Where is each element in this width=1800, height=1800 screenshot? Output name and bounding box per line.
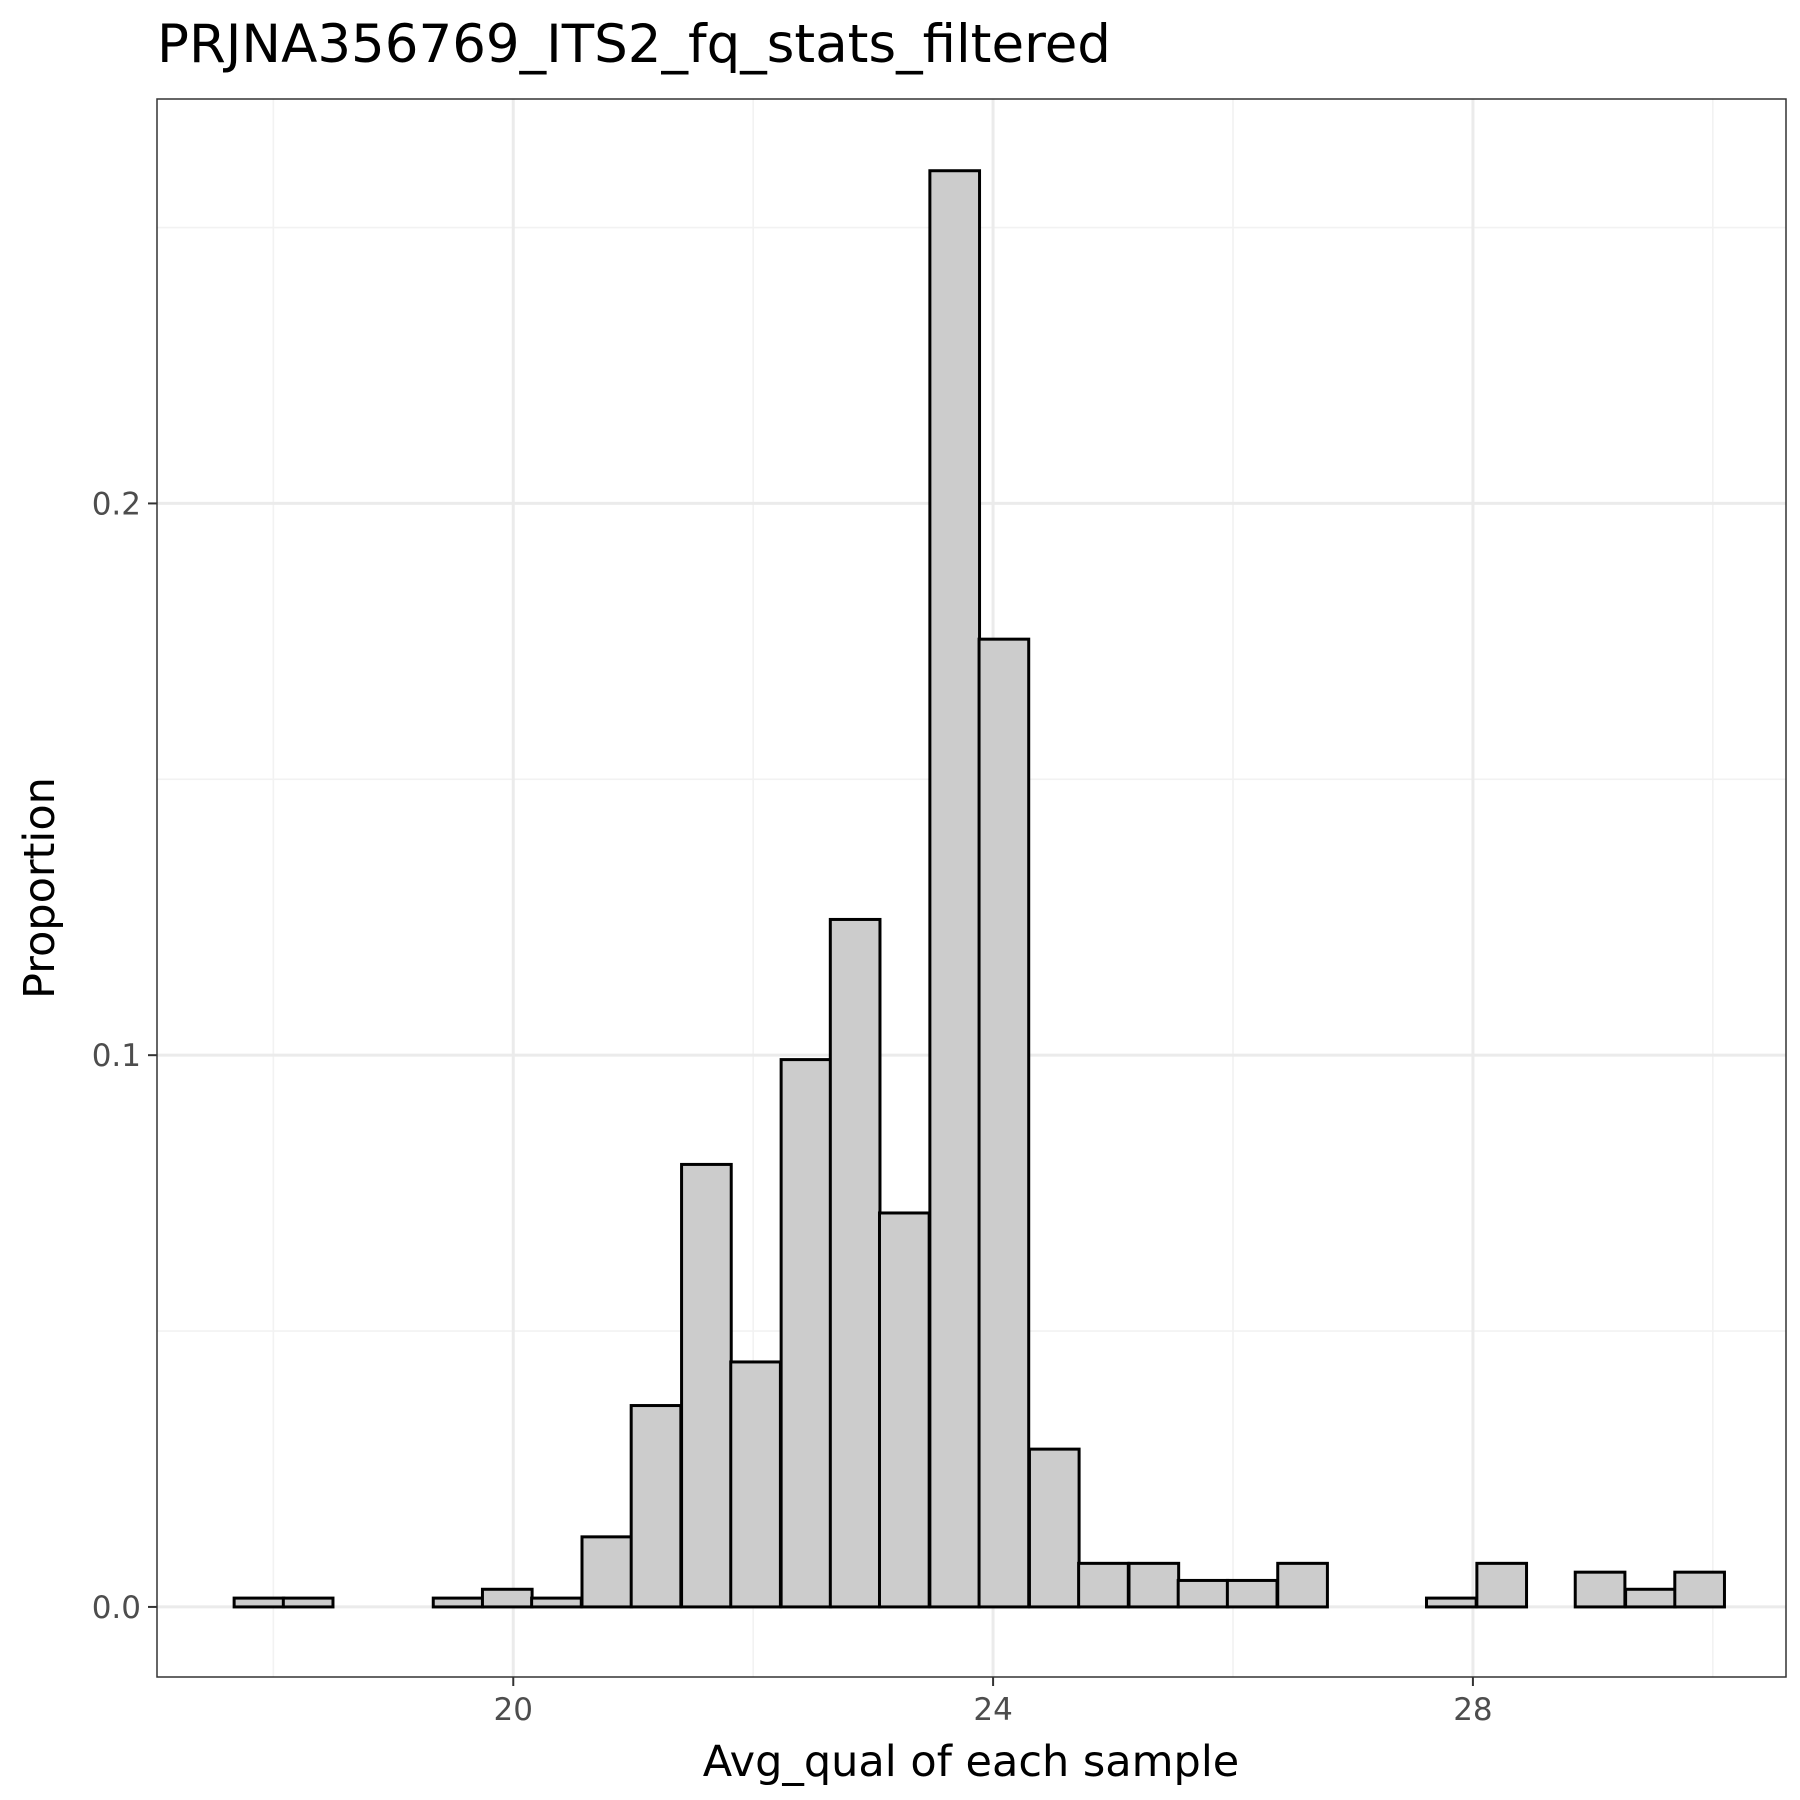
histogram-bar bbox=[480, 1587, 534, 1609]
x-tick-label: 20 bbox=[494, 1692, 533, 1728]
histogram-bar bbox=[1225, 1578, 1279, 1609]
histogram-bar bbox=[1276, 1561, 1329, 1609]
histogram-bar bbox=[1475, 1561, 1529, 1609]
histogram-bar bbox=[877, 1211, 931, 1609]
y-tick-label: 0.2 bbox=[92, 486, 141, 522]
x-tick-label: 24 bbox=[973, 1692, 1012, 1728]
histogram-bar bbox=[580, 1535, 634, 1609]
x-axis-title: Avg_qual of each sample bbox=[703, 1737, 1239, 1787]
histogram-bar bbox=[431, 1596, 485, 1609]
histogram-bar bbox=[1424, 1596, 1478, 1609]
histogram-bar bbox=[1077, 1561, 1130, 1609]
histogram-bar bbox=[281, 1596, 335, 1609]
histogram-bar bbox=[680, 1162, 733, 1609]
histogram-bar bbox=[828, 917, 882, 1609]
histogram-bar bbox=[1176, 1578, 1230, 1609]
chart-title: PRJNA356769_ITS2_fq_stats_filtered bbox=[157, 14, 1111, 75]
histogram-bar bbox=[232, 1596, 286, 1609]
plot-panel-border bbox=[156, 98, 1787, 1678]
x-tick-label: 28 bbox=[1453, 1692, 1492, 1728]
histogram-bar bbox=[977, 637, 1031, 1609]
histogram-bar bbox=[530, 1596, 583, 1609]
y-tick-label: 0.1 bbox=[92, 1038, 141, 1074]
histogram-bar bbox=[629, 1404, 683, 1609]
histogram-bar bbox=[779, 1058, 833, 1609]
histogram-bar bbox=[1573, 1570, 1627, 1609]
histogram-bar bbox=[1673, 1570, 1726, 1609]
histogram-bar bbox=[729, 1360, 782, 1609]
histogram-bar bbox=[1127, 1561, 1181, 1609]
histogram-bar bbox=[1624, 1587, 1677, 1609]
histogram-bar bbox=[1027, 1447, 1081, 1609]
y-axis: 0.0 0.1 0.2 bbox=[92, 486, 157, 1626]
histogram-bar bbox=[928, 169, 982, 1609]
y-axis-title: Proportion bbox=[15, 777, 65, 999]
y-tick-label: 0.0 bbox=[92, 1590, 141, 1626]
x-axis: 20 24 28 bbox=[494, 1677, 1493, 1728]
histogram-bars bbox=[232, 169, 1726, 1609]
